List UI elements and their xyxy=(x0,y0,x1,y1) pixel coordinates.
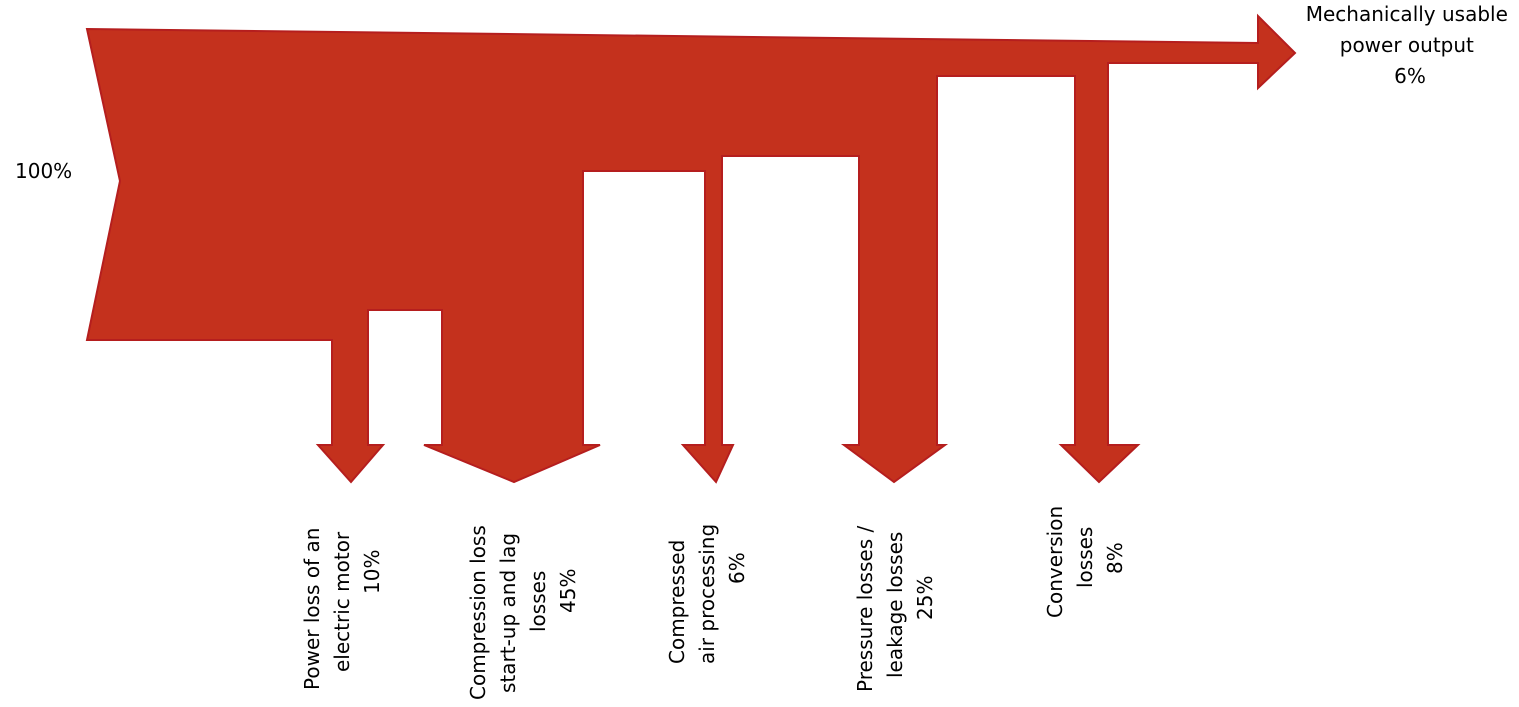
loss-label-line: losses xyxy=(526,571,550,632)
loss-label-line: air processing xyxy=(695,524,719,664)
output-label: Mechanically usable power output 6% xyxy=(1306,2,1515,88)
loss-label-value: 8% xyxy=(1103,542,1127,574)
loss-label-power-loss-electric-motor: Power loss of an electric motor 10% xyxy=(300,521,384,690)
loss-label-compression-loss: Compression loss start-up and lag losses… xyxy=(466,519,580,700)
loss-label-value: 25% xyxy=(913,576,937,620)
loss-label-value: 45% xyxy=(556,569,580,613)
output-label-line: Mechanically usable xyxy=(1306,2,1508,26)
loss-label-conversion-losses: Conversion losses 8% xyxy=(1043,500,1127,619)
output-label-value: 6% xyxy=(1394,64,1426,88)
loss-label-pressure-leakage-losses: Pressure losses / leakage losses 25% xyxy=(853,519,937,692)
loss-label-line: Pressure losses / xyxy=(853,526,877,692)
loss-label-value: 6% xyxy=(725,552,749,584)
loss-label-compressed-air-processing: Compressed air processing 6% xyxy=(665,517,749,664)
loss-label-line: leakage losses xyxy=(883,532,907,678)
output-label-line: power output xyxy=(1340,33,1474,57)
loss-label-line: losses xyxy=(1073,527,1097,588)
loss-label-value: 10% xyxy=(360,550,384,594)
energy-flow-arrow xyxy=(85,13,1297,484)
loss-label-line: start-up and lag xyxy=(496,533,520,693)
loss-label-line: Conversion xyxy=(1043,506,1067,618)
loss-label-line: Power loss of an xyxy=(300,528,324,690)
loss-label-line: Compression loss xyxy=(466,525,490,700)
loss-label-line: electric motor xyxy=(330,531,354,672)
loss-label-line: Compressed xyxy=(665,540,689,664)
input-label: 100% xyxy=(15,159,72,183)
